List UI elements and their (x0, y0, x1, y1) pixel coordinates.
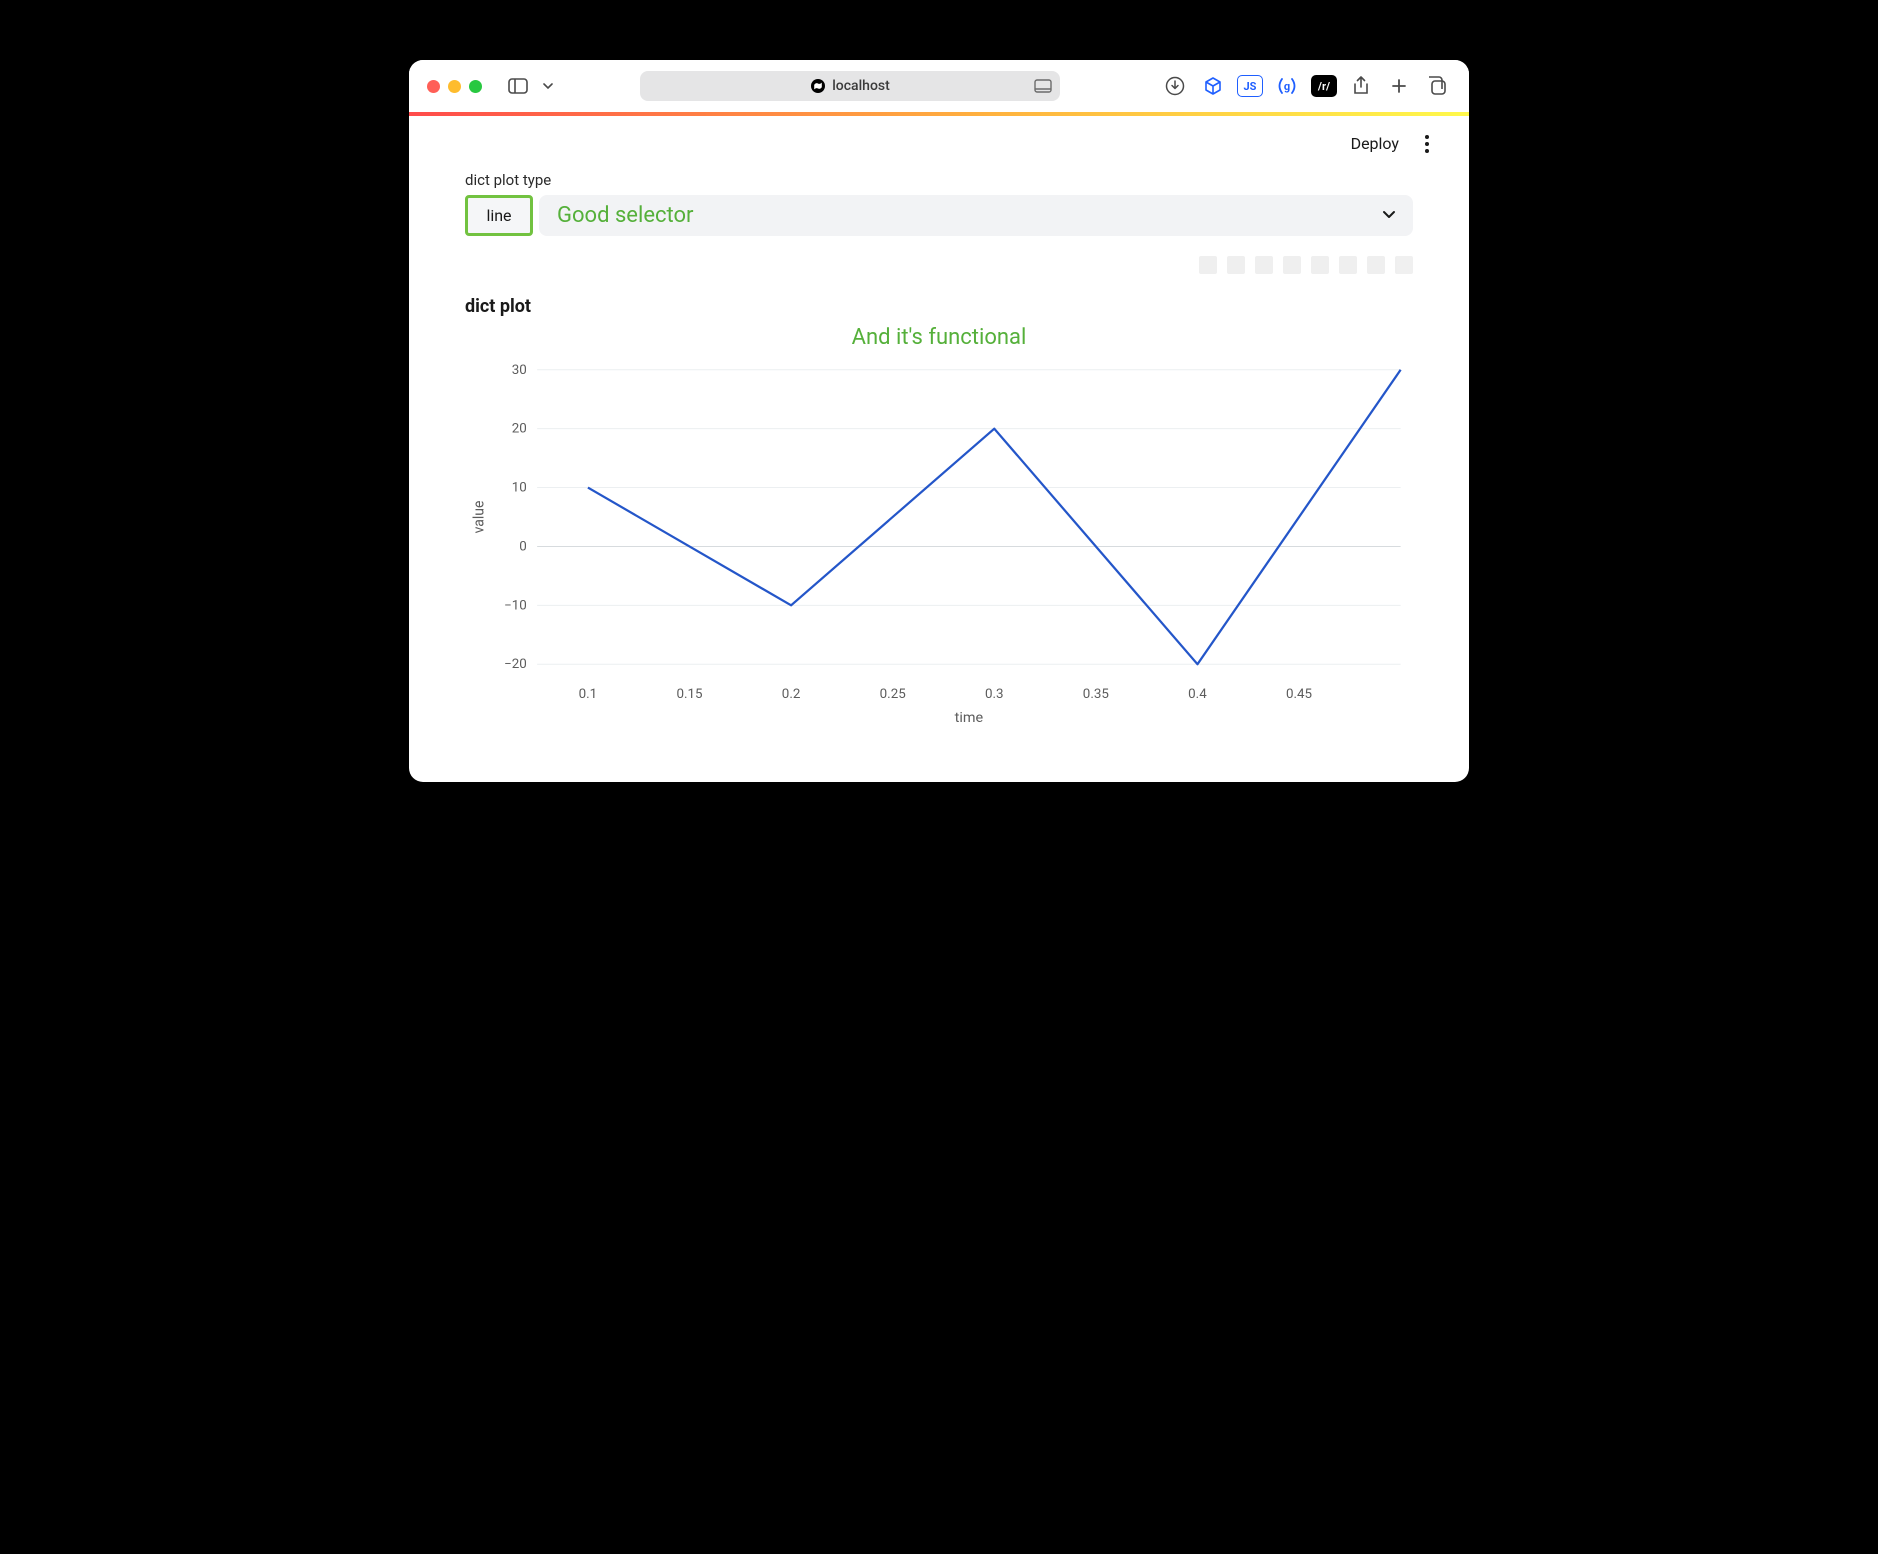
tabs-overview-icon[interactable] (1423, 72, 1451, 100)
chevron-down-icon (1381, 203, 1397, 228)
new-tab-icon[interactable] (1385, 72, 1413, 100)
site-settings-icon[interactable] (810, 78, 826, 94)
svg-text:0.25: 0.25 (880, 687, 906, 702)
svg-text:−20: −20 (504, 657, 527, 672)
app-header: Deploy (409, 116, 1469, 161)
line-chart[interactable]: −20 −10 0 10 20 30 0.1 0.15 0.2 0.25 0.3 0.35 0.4 0.4… (465, 352, 1413, 732)
chart-annotation: And it's functional (465, 325, 1413, 350)
window-controls (427, 80, 482, 93)
reddit-extension-badge[interactable]: /r/ (1311, 75, 1337, 97)
plot-container: dict plot And it's functional −20 −10 0 10 2… (465, 296, 1413, 732)
minimize-window-button[interactable] (448, 80, 461, 93)
selector-label: dict plot type (465, 171, 1413, 189)
cube-icon[interactable] (1199, 72, 1227, 100)
svg-text:30: 30 (512, 363, 527, 378)
svg-text:0.15: 0.15 (676, 687, 702, 702)
plot-type-value: line (486, 206, 511, 225)
address-bar[interactable]: localhost (640, 71, 1060, 101)
share-icon[interactable] (1347, 72, 1375, 100)
plot-type-select[interactable]: line (465, 195, 533, 236)
downloads-icon[interactable] (1161, 72, 1189, 100)
titlebar: localhost JS g /r/ (409, 60, 1469, 112)
chart-title: dict plot (465, 296, 1413, 317)
svg-text:−10: −10 (504, 598, 527, 613)
selector-row: line Good selector (465, 195, 1413, 236)
svg-text:0.1: 0.1 (579, 687, 598, 702)
chevron-down-icon[interactable] (534, 72, 562, 100)
selector-annotation[interactable]: Good selector (539, 195, 1413, 236)
svg-text:0: 0 (519, 540, 527, 555)
svg-text:0.45: 0.45 (1286, 687, 1312, 702)
selector-annotation-text: Good selector (557, 203, 693, 228)
svg-text:20: 20 (512, 422, 527, 437)
svg-text:0.2: 0.2 (782, 687, 801, 702)
svg-text:0.35: 0.35 (1083, 687, 1109, 702)
svg-text:10: 10 (512, 481, 527, 496)
svg-text:0.4: 0.4 (1188, 687, 1207, 702)
svg-text:time: time (955, 710, 984, 726)
plot-modebar[interactable] (1199, 256, 1413, 274)
js-extension-badge[interactable]: JS (1237, 75, 1263, 97)
maximize-window-button[interactable] (469, 80, 482, 93)
svg-text:value: value (471, 500, 487, 533)
main-menu-icon[interactable] (1417, 135, 1437, 153)
sidebar-toggle-icon[interactable] (504, 72, 532, 100)
svg-text:0.3: 0.3 (985, 687, 1004, 702)
close-window-button[interactable] (427, 80, 440, 93)
toolbar-right: JS g /r/ (1161, 72, 1451, 100)
address-text: localhost (832, 78, 890, 94)
reader-mode-icon[interactable] (1034, 79, 1052, 93)
grammarly-icon[interactable]: g (1273, 72, 1301, 100)
browser-window: localhost JS g /r/ (409, 60, 1469, 782)
deploy-button[interactable]: Deploy (1351, 134, 1399, 153)
app-content: dict plot type line Good selector dict p… (409, 161, 1469, 782)
svg-text:g: g (1284, 80, 1290, 93)
